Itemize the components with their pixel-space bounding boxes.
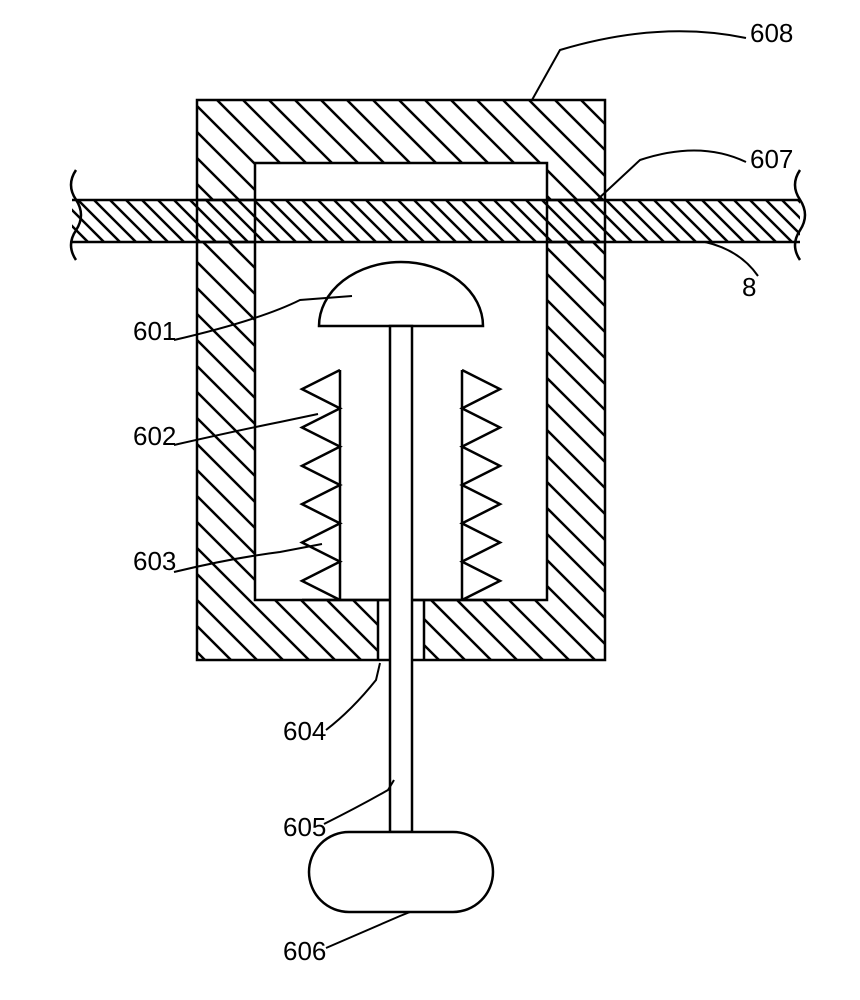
leader-lines	[174, 31, 758, 948]
label-602: 602	[133, 421, 176, 451]
label-8: 8	[742, 272, 756, 302]
label-605: 605	[283, 812, 326, 842]
label-606: 606	[283, 936, 326, 966]
label-603: 603	[133, 546, 176, 576]
plate-hatch	[30, 200, 860, 242]
outlines	[71, 100, 805, 660]
label-607: 607	[750, 144, 793, 174]
technical-diagram: 8 601 602 603 604 605 606 607 608	[0, 0, 860, 1000]
label-601: 601	[133, 316, 176, 346]
housing-hatch	[0, 100, 860, 660]
label-608: 608	[750, 18, 793, 48]
label-604: 604	[283, 716, 326, 746]
mechanism	[302, 262, 500, 912]
